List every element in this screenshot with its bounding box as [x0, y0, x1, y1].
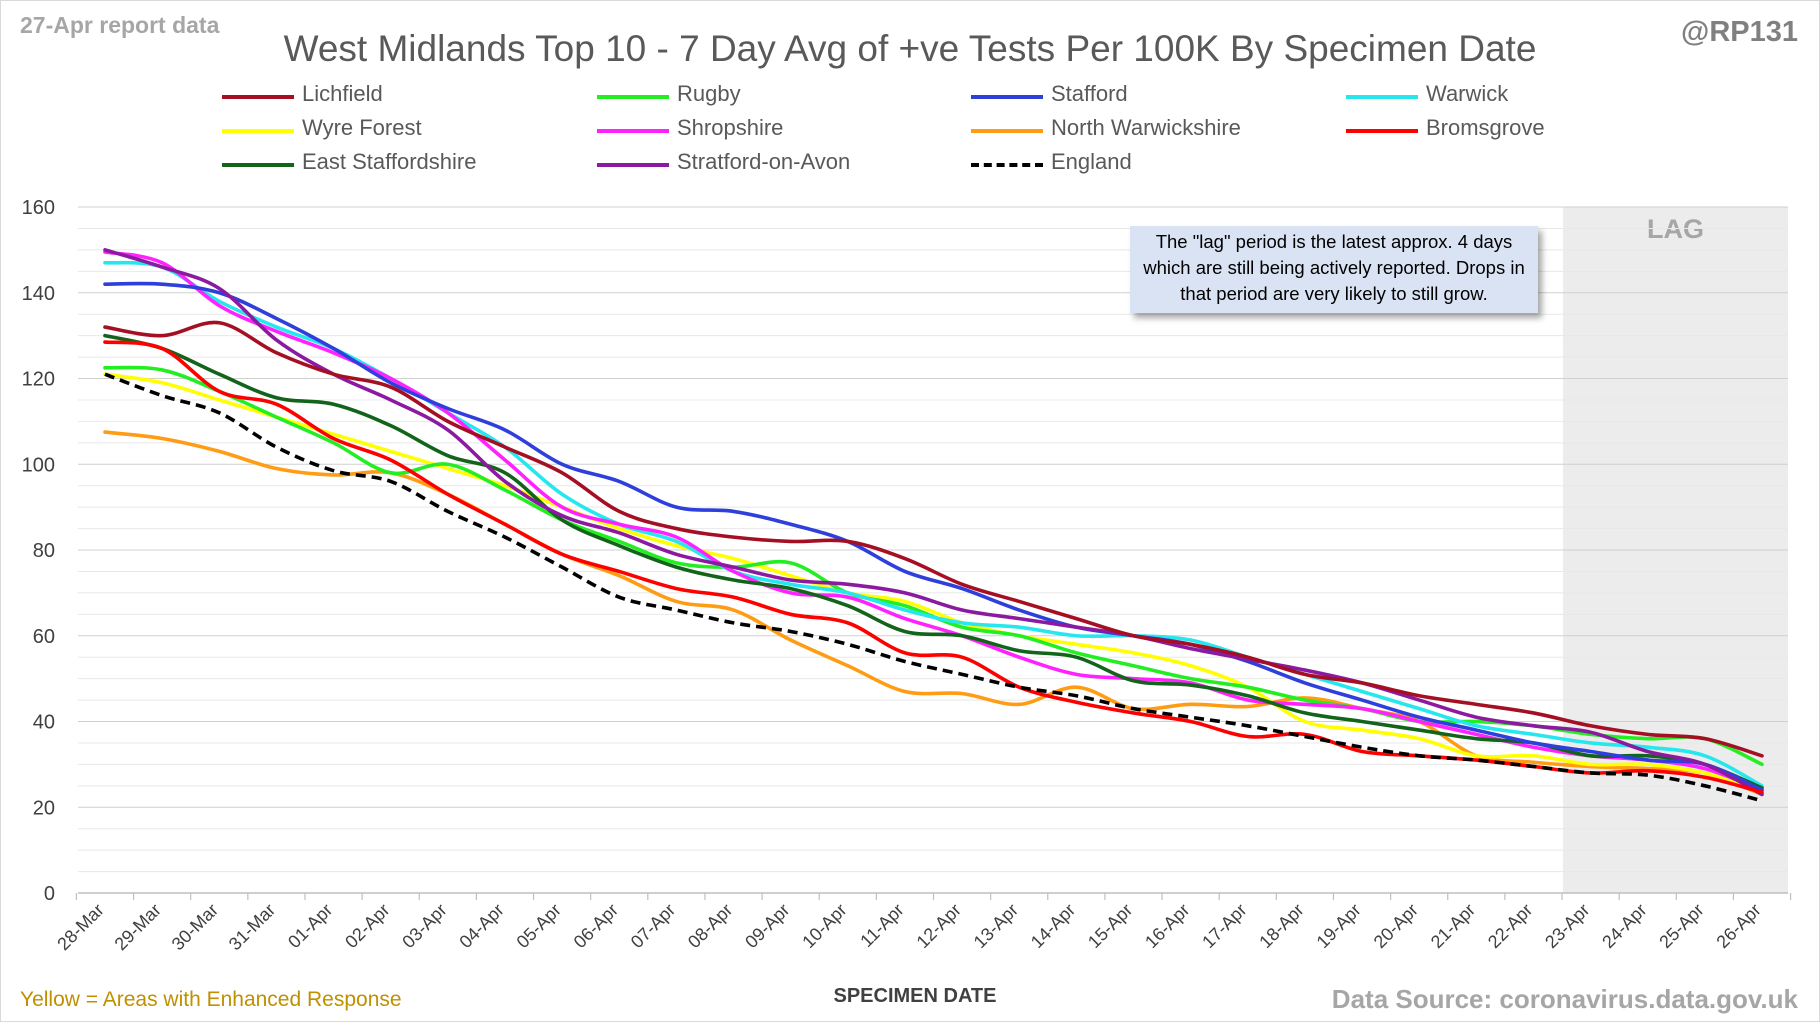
legend-label: Bromsgrove — [1426, 115, 1545, 140]
legend-label: Lichfield — [302, 81, 383, 106]
y-tick-label: 100 — [22, 454, 55, 476]
chart-title: West Midlands Top 10 - 7 Day Avg of +ve … — [283, 28, 1537, 69]
x-tick-label: 16-Apr — [1141, 900, 1193, 952]
series-line-rugby — [103, 365, 1764, 767]
x-tick-label: 20-Apr — [1370, 900, 1422, 952]
x-tick-label: 03-Apr — [398, 900, 450, 952]
report-date-label: 27-Apr report data — [20, 12, 220, 38]
y-tick-label: 40 — [33, 712, 55, 734]
legend-label: East Staffordshire — [302, 149, 477, 174]
x-tick-label: 31-Mar — [225, 900, 279, 954]
x-tick-label: 10-Apr — [798, 900, 850, 952]
x-tick-label: 05-Apr — [513, 900, 565, 952]
legend-label: England — [1051, 149, 1132, 174]
legend-swatch — [597, 129, 669, 133]
y-tick-label: 60 — [33, 626, 55, 648]
legend-label: Shropshire — [677, 115, 784, 140]
legend-swatch — [222, 95, 294, 99]
lag-note: The "lag" period is the latest approx. 4… — [1130, 226, 1538, 313]
legend-swatch — [222, 129, 294, 133]
x-tick-label: 04-Apr — [455, 900, 507, 952]
legend-swatch — [597, 95, 669, 99]
x-tick-label: 12-Apr — [913, 900, 965, 952]
legend-label: Stafford — [1051, 81, 1128, 106]
x-tick-label: 11-Apr — [856, 900, 907, 951]
x-tick-label: 14-Apr — [1027, 900, 1079, 952]
x-tick-label: 13-Apr — [970, 900, 1022, 952]
legend-swatch — [971, 163, 1043, 167]
legend-label: Rugby — [677, 81, 741, 106]
x-tick-label: 01-Apr — [284, 900, 336, 952]
y-tick-label: 140 — [22, 283, 55, 305]
x-tick-label: 22-Apr — [1484, 900, 1536, 952]
legend-label: Stratford-on-Avon — [677, 149, 851, 174]
x-tick-label: 17-Apr — [1198, 900, 1250, 952]
x-tick-label: 08-Apr — [684, 900, 736, 952]
legend-swatch — [222, 163, 294, 167]
x-tick-label: 23-Apr — [1541, 900, 1593, 952]
series-line-warwick — [103, 260, 1764, 788]
x-tick-label: 18-Apr — [1255, 900, 1307, 952]
x-tick-label: 30-Mar — [168, 900, 222, 954]
series-line-bromsgrove — [103, 340, 1764, 795]
x-tick-label: 28-Mar — [53, 900, 107, 954]
x-tick-label: 19-Apr — [1313, 900, 1365, 952]
legend-swatch — [597, 163, 669, 167]
x-tick-label: 29-Mar — [111, 900, 165, 954]
x-tick-label: 15-Apr — [1084, 900, 1136, 952]
series-line-stafford — [103, 281, 1764, 792]
series-line-east-staffordshire — [103, 333, 1764, 790]
legend-swatch — [971, 95, 1043, 99]
x-tick-label: 02-Apr — [341, 900, 393, 952]
x-tick-label: 06-Apr — [570, 900, 622, 952]
data-source-label: Data Source: coronavirus.data.gov.uk — [1331, 984, 1798, 1014]
legend-label: Wyre Forest — [302, 115, 422, 140]
series-line-wyre-forest — [103, 372, 1764, 792]
y-tick-label: 20 — [33, 797, 55, 819]
x-tick-label: 09-Apr — [741, 900, 793, 952]
x-tick-label: 07-Apr — [627, 900, 679, 952]
legend-swatch — [1346, 95, 1418, 99]
series-line-lichfield — [103, 320, 1764, 758]
x-tick-label: 21-Apr — [1427, 900, 1479, 952]
author-handle: @RP131 — [1681, 16, 1798, 48]
x-tick-label: 25-Apr — [1655, 900, 1707, 952]
y-tick-label: 160 — [22, 197, 55, 219]
enhanced-response-footnote: Yellow = Areas with Enhanced Response — [20, 988, 402, 1011]
x-axis-title: SPECIMEN DATE — [833, 985, 997, 1007]
legend-swatch — [971, 129, 1043, 133]
series-line-stratford-on-avon — [103, 248, 1764, 797]
legend-label: Warwick — [1426, 81, 1509, 106]
legend-label: North Warwickshire — [1051, 115, 1241, 140]
x-tick-label: 24-Apr — [1598, 900, 1650, 952]
legend-swatch — [1346, 129, 1418, 133]
series-line-shropshire — [103, 250, 1764, 792]
series-line-england — [104, 372, 1763, 803]
y-tick-label: 120 — [22, 369, 55, 391]
x-tick-label: 26-Apr — [1712, 900, 1764, 952]
y-tick-label: 0 — [44, 883, 55, 905]
y-tick-label: 80 — [33, 540, 55, 562]
lag-label: LAG — [1647, 214, 1704, 244]
